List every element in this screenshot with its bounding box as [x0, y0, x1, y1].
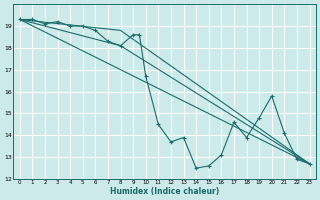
X-axis label: Humidex (Indice chaleur): Humidex (Indice chaleur) [110, 187, 219, 196]
